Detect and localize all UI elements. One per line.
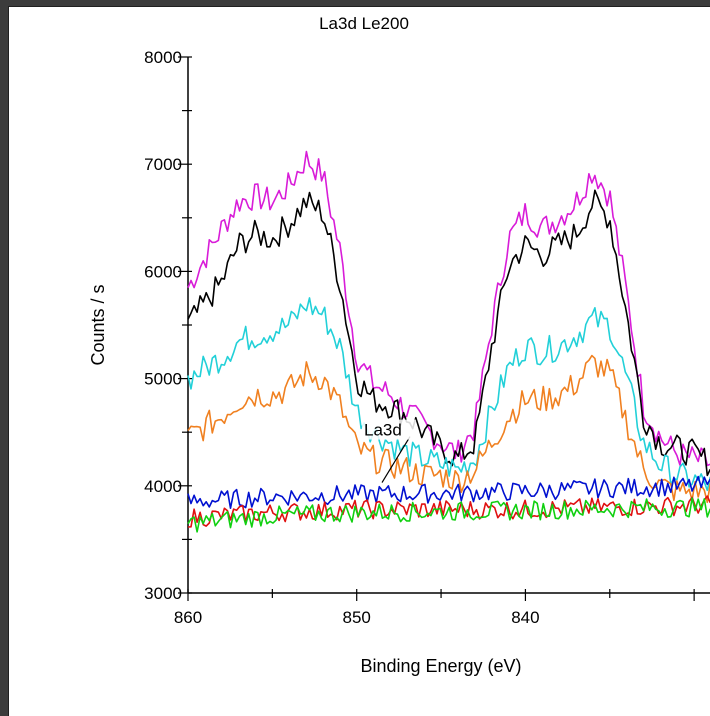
series-line-cyan [187, 297, 710, 492]
annotation-label: La3d [364, 421, 402, 440]
y-tick-label: 3000 [144, 584, 182, 603]
x-axis-label: Binding Energy (eV) [360, 656, 521, 676]
series-line-magenta [187, 150, 710, 467]
annotation-bg [362, 419, 417, 440]
y-tick-label: 4000 [144, 477, 182, 496]
x-tick-label: 840 [511, 608, 539, 627]
x-tick-label: 860 [174, 608, 202, 627]
series-line-red [187, 495, 710, 528]
chart-title: La3d Le200 [319, 14, 409, 33]
series-line-black [187, 189, 710, 477]
y-tick-label: 5000 [144, 370, 182, 389]
x-tick-label: 850 [343, 608, 371, 627]
series-layer [187, 150, 710, 533]
series-line-green [187, 497, 710, 533]
y-tick-label: 6000 [144, 262, 182, 281]
annotation-leader [381, 436, 411, 483]
series-line-orange [187, 354, 710, 504]
series-line-blue [187, 475, 710, 509]
xps-chart: La3d Le200 Binding Energy (eV) Counts / … [88, 14, 710, 676]
y-tick-label: 8000 [144, 48, 182, 67]
y-tick-label: 7000 [144, 155, 182, 174]
axes: 3000 4000 5000 6000 7000 8000 860 850 840 [144, 48, 710, 627]
chart-frame: La3d Le200 Binding Energy (eV) Counts / … [8, 6, 710, 716]
y-axis-label: Counts / s [88, 284, 108, 365]
annotation-layer: La3d [362, 419, 417, 483]
